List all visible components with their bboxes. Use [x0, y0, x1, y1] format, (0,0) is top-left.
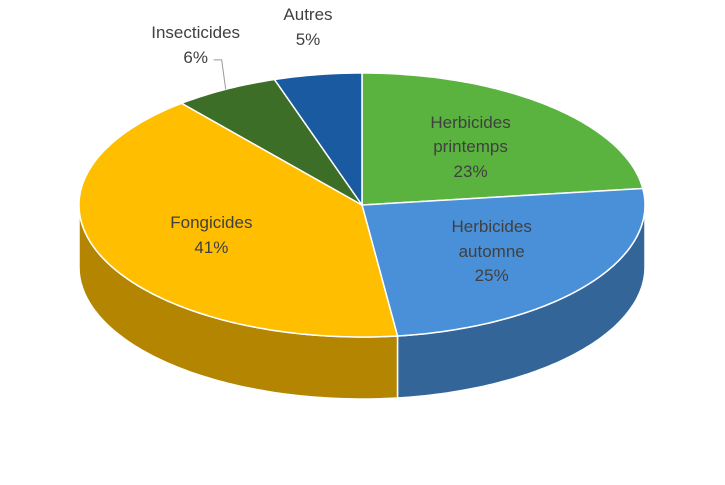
pie-slice — [78, 102, 399, 338]
data-label: Herbicides printemps 23% — [406, 111, 536, 185]
data-label: Fongicides 41% — [146, 211, 276, 260]
pie-slice — [361, 187, 646, 337]
value-label: 25% — [474, 266, 509, 286]
leader-line — [213, 59, 227, 90]
value-label: 23% — [453, 161, 488, 181]
data-label: Herbicides automne 25% — [427, 215, 557, 289]
category-label: Fongicides — [170, 212, 253, 232]
value-label: 41% — [194, 237, 229, 257]
pie-slice — [361, 72, 644, 206]
data-label: Insecticides 6% — [131, 21, 261, 70]
pie-slice — [273, 72, 363, 208]
category-label: Herbicides printemps — [430, 112, 511, 157]
category-label: Autres — [283, 5, 333, 25]
category-label: Insecticides — [151, 23, 241, 43]
pie-slice — [179, 78, 363, 206]
category-label: Herbicides automne — [451, 216, 532, 261]
data-label: Autres 5% — [243, 3, 373, 52]
value-label: 6% — [183, 48, 208, 68]
value-label: 5% — [295, 30, 321, 50]
